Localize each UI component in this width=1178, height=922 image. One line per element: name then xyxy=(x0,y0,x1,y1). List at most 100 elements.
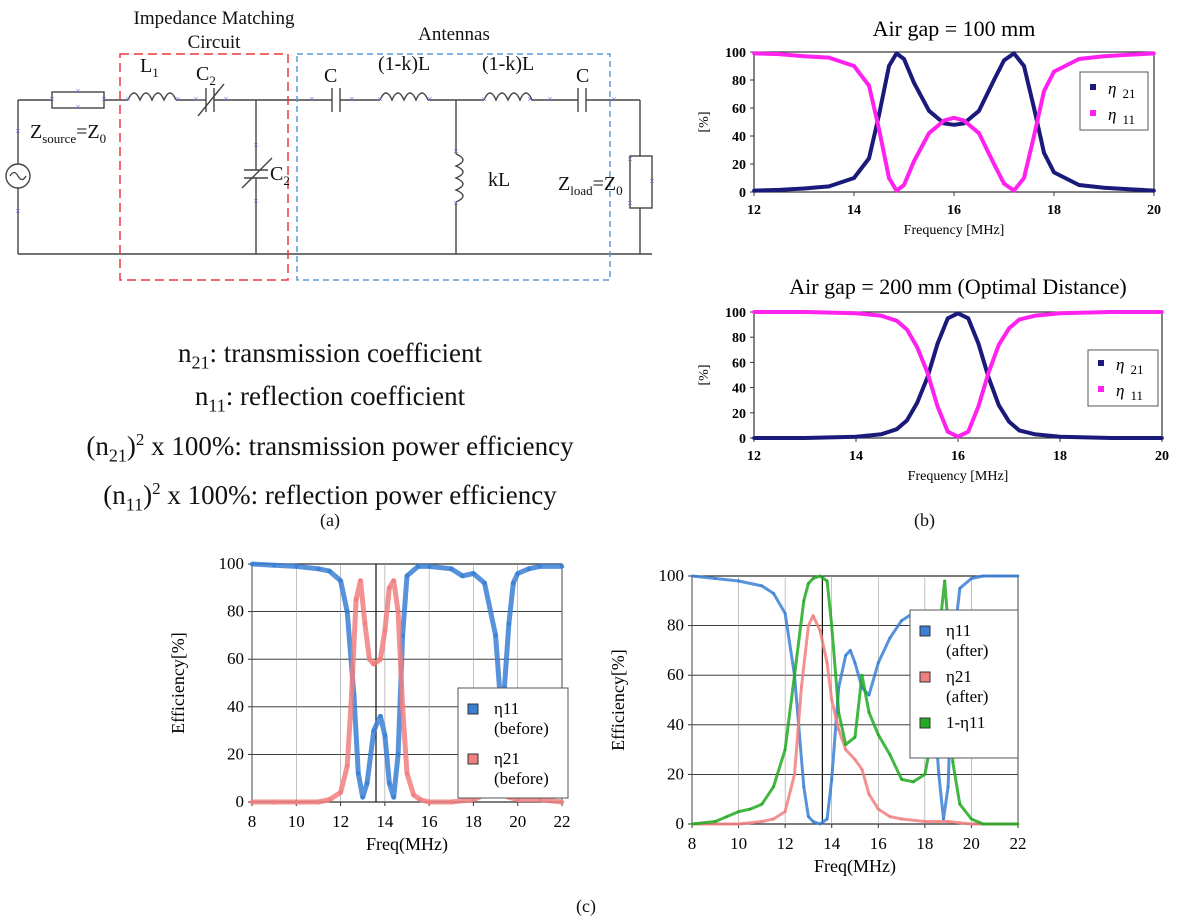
definition-line: (n11)2 x 100%: reflection power efficien… xyxy=(0,472,660,521)
data-point xyxy=(945,316,950,321)
data-point xyxy=(426,564,432,569)
data-point xyxy=(760,802,764,806)
x-tick-label: 18 xyxy=(916,834,933,853)
data-point xyxy=(783,611,787,615)
data-point xyxy=(937,773,941,776)
definition-sup: 2 xyxy=(152,479,161,499)
definition-pre: (n xyxy=(86,430,109,461)
data-point xyxy=(854,311,858,316)
data-point xyxy=(1042,89,1046,94)
data-point xyxy=(1109,436,1113,440)
legend-marker xyxy=(919,717,931,729)
svg-text:kL: kL xyxy=(488,169,510,191)
svg-text:×: × xyxy=(253,140,259,151)
svg-text:Antennas: Antennas xyxy=(418,24,490,45)
svg-text:(1-k)L: (1-k)L xyxy=(378,53,430,75)
data-point xyxy=(912,80,916,85)
y-tick-label: 80 xyxy=(732,74,746,89)
y-tick-label: 80 xyxy=(732,331,746,346)
data-point xyxy=(1152,188,1156,193)
data-point xyxy=(802,599,806,603)
chart-before-matching: 0 20 40 60 80 100 8 10 12 14 16 18 20 22 Freq(MHz) Effi… xyxy=(168,554,571,855)
data-point xyxy=(793,773,796,776)
data-point xyxy=(970,577,973,580)
y-tick-label: 20 xyxy=(732,158,746,173)
x-tick-label: 20 xyxy=(963,834,980,853)
data-point xyxy=(992,162,996,166)
data-point xyxy=(852,176,856,180)
data-point xyxy=(1022,176,1026,180)
svg-text:(1-k)L: (1-k)L xyxy=(482,53,534,75)
data-point xyxy=(867,792,871,796)
data-point xyxy=(952,115,956,120)
data-point xyxy=(1016,822,1020,826)
y-tick-label: 60 xyxy=(732,356,746,371)
legend-marker xyxy=(467,703,479,715)
data-point xyxy=(825,579,829,583)
data-point xyxy=(970,817,973,821)
data-point xyxy=(915,400,920,405)
data-point xyxy=(752,51,756,56)
data-point xyxy=(271,562,277,568)
data-point xyxy=(426,799,432,805)
legend-marker xyxy=(919,671,931,683)
coefficient-definitions: n21: transmission coefficient n11: reflec… xyxy=(0,336,660,522)
svg-text:×: × xyxy=(125,94,131,105)
data-point xyxy=(887,176,891,180)
caption-c: (c) xyxy=(576,896,596,916)
y-tick-label: 100 xyxy=(725,46,746,61)
data-point xyxy=(900,817,903,821)
data-point xyxy=(986,370,991,375)
data-point xyxy=(1012,188,1016,193)
svg-text:×: × xyxy=(15,126,21,137)
data-point xyxy=(802,186,806,191)
chart-after-matching: 0 20 40 60 80 100 8 10 12 14 16 18 20 22 Freq(MHz) Effi… xyxy=(608,566,1027,877)
y-tick-label: 0 xyxy=(676,814,685,833)
data-point xyxy=(876,733,880,737)
data-point xyxy=(1017,428,1022,433)
y-tick-label: 40 xyxy=(732,382,746,397)
y-tick-label: 80 xyxy=(227,602,244,621)
data-point xyxy=(737,810,740,813)
data-point xyxy=(887,64,891,68)
circuit-diagram: × × × × × × × × × × × × × × × × × × × × × × × × × Impedan… xyxy=(5,8,655,281)
data-point xyxy=(925,370,930,375)
data-point xyxy=(902,57,906,61)
definition-post2: x 100%: transmission power efficiency xyxy=(144,430,574,461)
data-point xyxy=(1032,106,1036,110)
legend-label-sub: (before) xyxy=(494,719,549,738)
x-tick-label: 16 xyxy=(421,812,438,831)
y-tick-label: 0 xyxy=(739,432,746,447)
chart-title: Air gap = 100 mm xyxy=(873,16,1036,41)
y-tick-label: 20 xyxy=(732,407,746,422)
data-point xyxy=(1022,64,1026,68)
data-point xyxy=(876,661,880,665)
data-point xyxy=(760,820,764,823)
data-point xyxy=(449,566,454,572)
data-point xyxy=(970,822,973,826)
data-point xyxy=(1032,313,1037,318)
data-point xyxy=(807,815,810,818)
data-point xyxy=(559,564,565,569)
x-tick-label: 14 xyxy=(823,834,841,853)
data-point xyxy=(943,579,947,583)
data-point xyxy=(772,785,775,789)
svg-text:Zsource=Z0: Zsource=Z0 xyxy=(30,121,106,146)
data-point xyxy=(905,327,909,332)
legend-marker xyxy=(1098,386,1104,392)
data-point xyxy=(783,810,787,813)
x-tick-label: 10 xyxy=(730,834,747,853)
data-point xyxy=(294,564,299,569)
data-point xyxy=(942,817,945,821)
data-point xyxy=(894,51,899,56)
data-point xyxy=(449,799,454,805)
data-point xyxy=(966,429,971,434)
legend-marker xyxy=(1098,360,1104,366)
data-point xyxy=(371,661,377,667)
data-point xyxy=(844,653,848,657)
data-point xyxy=(923,773,927,776)
data-point xyxy=(777,188,781,192)
data-point xyxy=(395,609,401,614)
definition-sup: 2 xyxy=(135,429,145,449)
antennas-box xyxy=(296,53,611,281)
